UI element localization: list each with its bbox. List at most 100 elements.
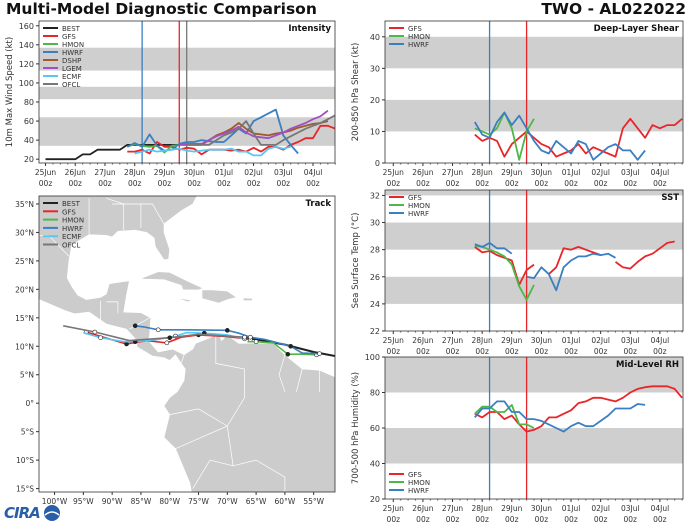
x-tick-hour-label: 00z (535, 347, 549, 356)
x-tick-label: 28Jun (472, 168, 494, 177)
x-tick-hour-label: 00z (446, 179, 460, 188)
legend-label: LGEM (62, 65, 82, 73)
series-line-hmon (474, 404, 535, 429)
x-tick-hour-label: 00z (277, 179, 291, 188)
legend-label: GFS (408, 194, 422, 202)
shaded-band (385, 99, 683, 132)
lon-tick-label: 85°W (131, 497, 152, 506)
x-tick-hour-label: 00z (446, 347, 460, 356)
x-tick-label: 03Jul (621, 504, 640, 513)
y-tick-label: 100 (365, 353, 380, 362)
track-marker (132, 323, 138, 329)
track-line-hwrf (135, 325, 320, 355)
x-tick-hour-label: 00z (564, 515, 578, 524)
lat-tick-label: 20°N (15, 285, 34, 294)
panel-title: Deep-Layer Shear (594, 24, 680, 34)
x-tick-hour-label: 00z (564, 347, 578, 356)
x-tick-hour-label: 00z (387, 515, 401, 524)
panel-deep-layer-shear (382, 20, 684, 166)
x-tick-label: 04Jul (651, 504, 670, 513)
lat-tick-label: 30°N (15, 228, 34, 237)
y-tick-label: 24 (370, 300, 380, 309)
border-line (112, 203, 165, 225)
lat-tick-label: 25°N (15, 257, 34, 266)
figure-title: Multi-Model Diagnostic Comparison (6, 0, 317, 18)
x-tick-hour-label: 00z (39, 179, 53, 188)
shaded-band (385, 428, 683, 464)
legend-label: HMON (408, 33, 430, 41)
x-tick-hour-label: 00z (505, 347, 519, 356)
y-tick-label: 10 (370, 127, 380, 136)
lon-tick-label: 65°W (246, 497, 267, 506)
x-tick-label: 28Jun (472, 336, 494, 345)
x-tick-label: 28Jun (472, 504, 494, 513)
x-tick-hour-label: 00z (594, 515, 608, 524)
lon-tick-label: 55°W (303, 497, 324, 506)
legend-label: GFS (62, 33, 76, 41)
legend-label: OFCL (62, 242, 80, 250)
map-frame (38, 195, 336, 493)
track-marker (253, 339, 259, 345)
y-tick-label: 40 (370, 33, 380, 42)
legend-label: DSHP (62, 57, 81, 65)
border-line (278, 354, 286, 392)
legend-label: GFS (408, 25, 422, 33)
y-tick-label: 40 (370, 460, 380, 469)
x-tick-hour-label: 00z (416, 347, 430, 356)
legend-label: HMON (408, 479, 430, 487)
x-tick-hour-label: 00z (387, 179, 401, 188)
border-line (180, 354, 185, 364)
y-axis-label: 700-500 hPa Humidity (%) (351, 372, 361, 484)
x-tick-label: 26Jun (412, 168, 434, 177)
panel-title: Track (306, 199, 332, 209)
lon-tick-label: 70°W (217, 497, 238, 506)
x-tick-label: 26Jun (412, 504, 434, 513)
y-tick-label: 26 (370, 273, 380, 282)
x-tick-hour-label: 00z (475, 179, 489, 188)
x-tick-label: 25Jun (383, 504, 405, 513)
series-line-hwrf (474, 242, 616, 292)
x-tick-label: 04Jul (304, 168, 323, 177)
x-tick-label: 04Jul (651, 336, 670, 345)
lon-tick-label: 80°W (159, 497, 180, 506)
x-tick-hour-label: 00z (624, 515, 638, 524)
series-line-gfs (474, 240, 675, 286)
x-tick-hour-label: 00z (505, 179, 519, 188)
x-tick-label: 29Jun (501, 168, 523, 177)
lat-tick-label: 10°N (15, 342, 34, 351)
x-tick-label: 03Jul (621, 168, 640, 177)
x-tick-label: 01Jul (562, 504, 581, 513)
panel-track (36, 195, 336, 495)
lon-tick-label: 90°W (102, 497, 123, 506)
x-tick-label: 03Jul (274, 168, 293, 177)
series-line-hmon (474, 244, 535, 301)
x-tick-hour-label: 00z (594, 347, 608, 356)
y-tick-label: 20 (24, 155, 34, 164)
lon-tick-label: 60°W (275, 497, 296, 506)
panel-title: SST (661, 193, 679, 203)
x-tick-hour-label: 00z (217, 179, 231, 188)
series-line-gfs (127, 124, 335, 156)
x-tick-label: 27Jun (442, 168, 464, 177)
series-line-hwrf (474, 111, 646, 161)
y-tick-label: 80 (370, 389, 380, 398)
x-tick-hour-label: 00z (653, 179, 667, 188)
x-tick-label: 25Jun (35, 168, 57, 177)
legend-label: HWRF (408, 487, 429, 495)
track-marker (225, 328, 230, 333)
x-tick-label: 01Jul (562, 336, 581, 345)
border-line (106, 301, 119, 314)
x-tick-hour-label: 00z (128, 179, 142, 188)
storm-id: TWO - AL022022 (541, 0, 686, 18)
landmass (179, 298, 193, 303)
shaded-band (385, 190, 683, 196)
x-tick-hour-label: 00z (416, 515, 430, 524)
y-tick-label: 0 (375, 159, 380, 168)
x-tick-hour-label: 00z (69, 179, 83, 188)
series-line-ofcl (186, 114, 335, 146)
cira-logo: CIRA (2, 503, 62, 523)
x-tick-hour-label: 00z (624, 347, 638, 356)
y-tick-label: 160 (19, 22, 34, 31)
series-line-gfs (474, 117, 683, 158)
